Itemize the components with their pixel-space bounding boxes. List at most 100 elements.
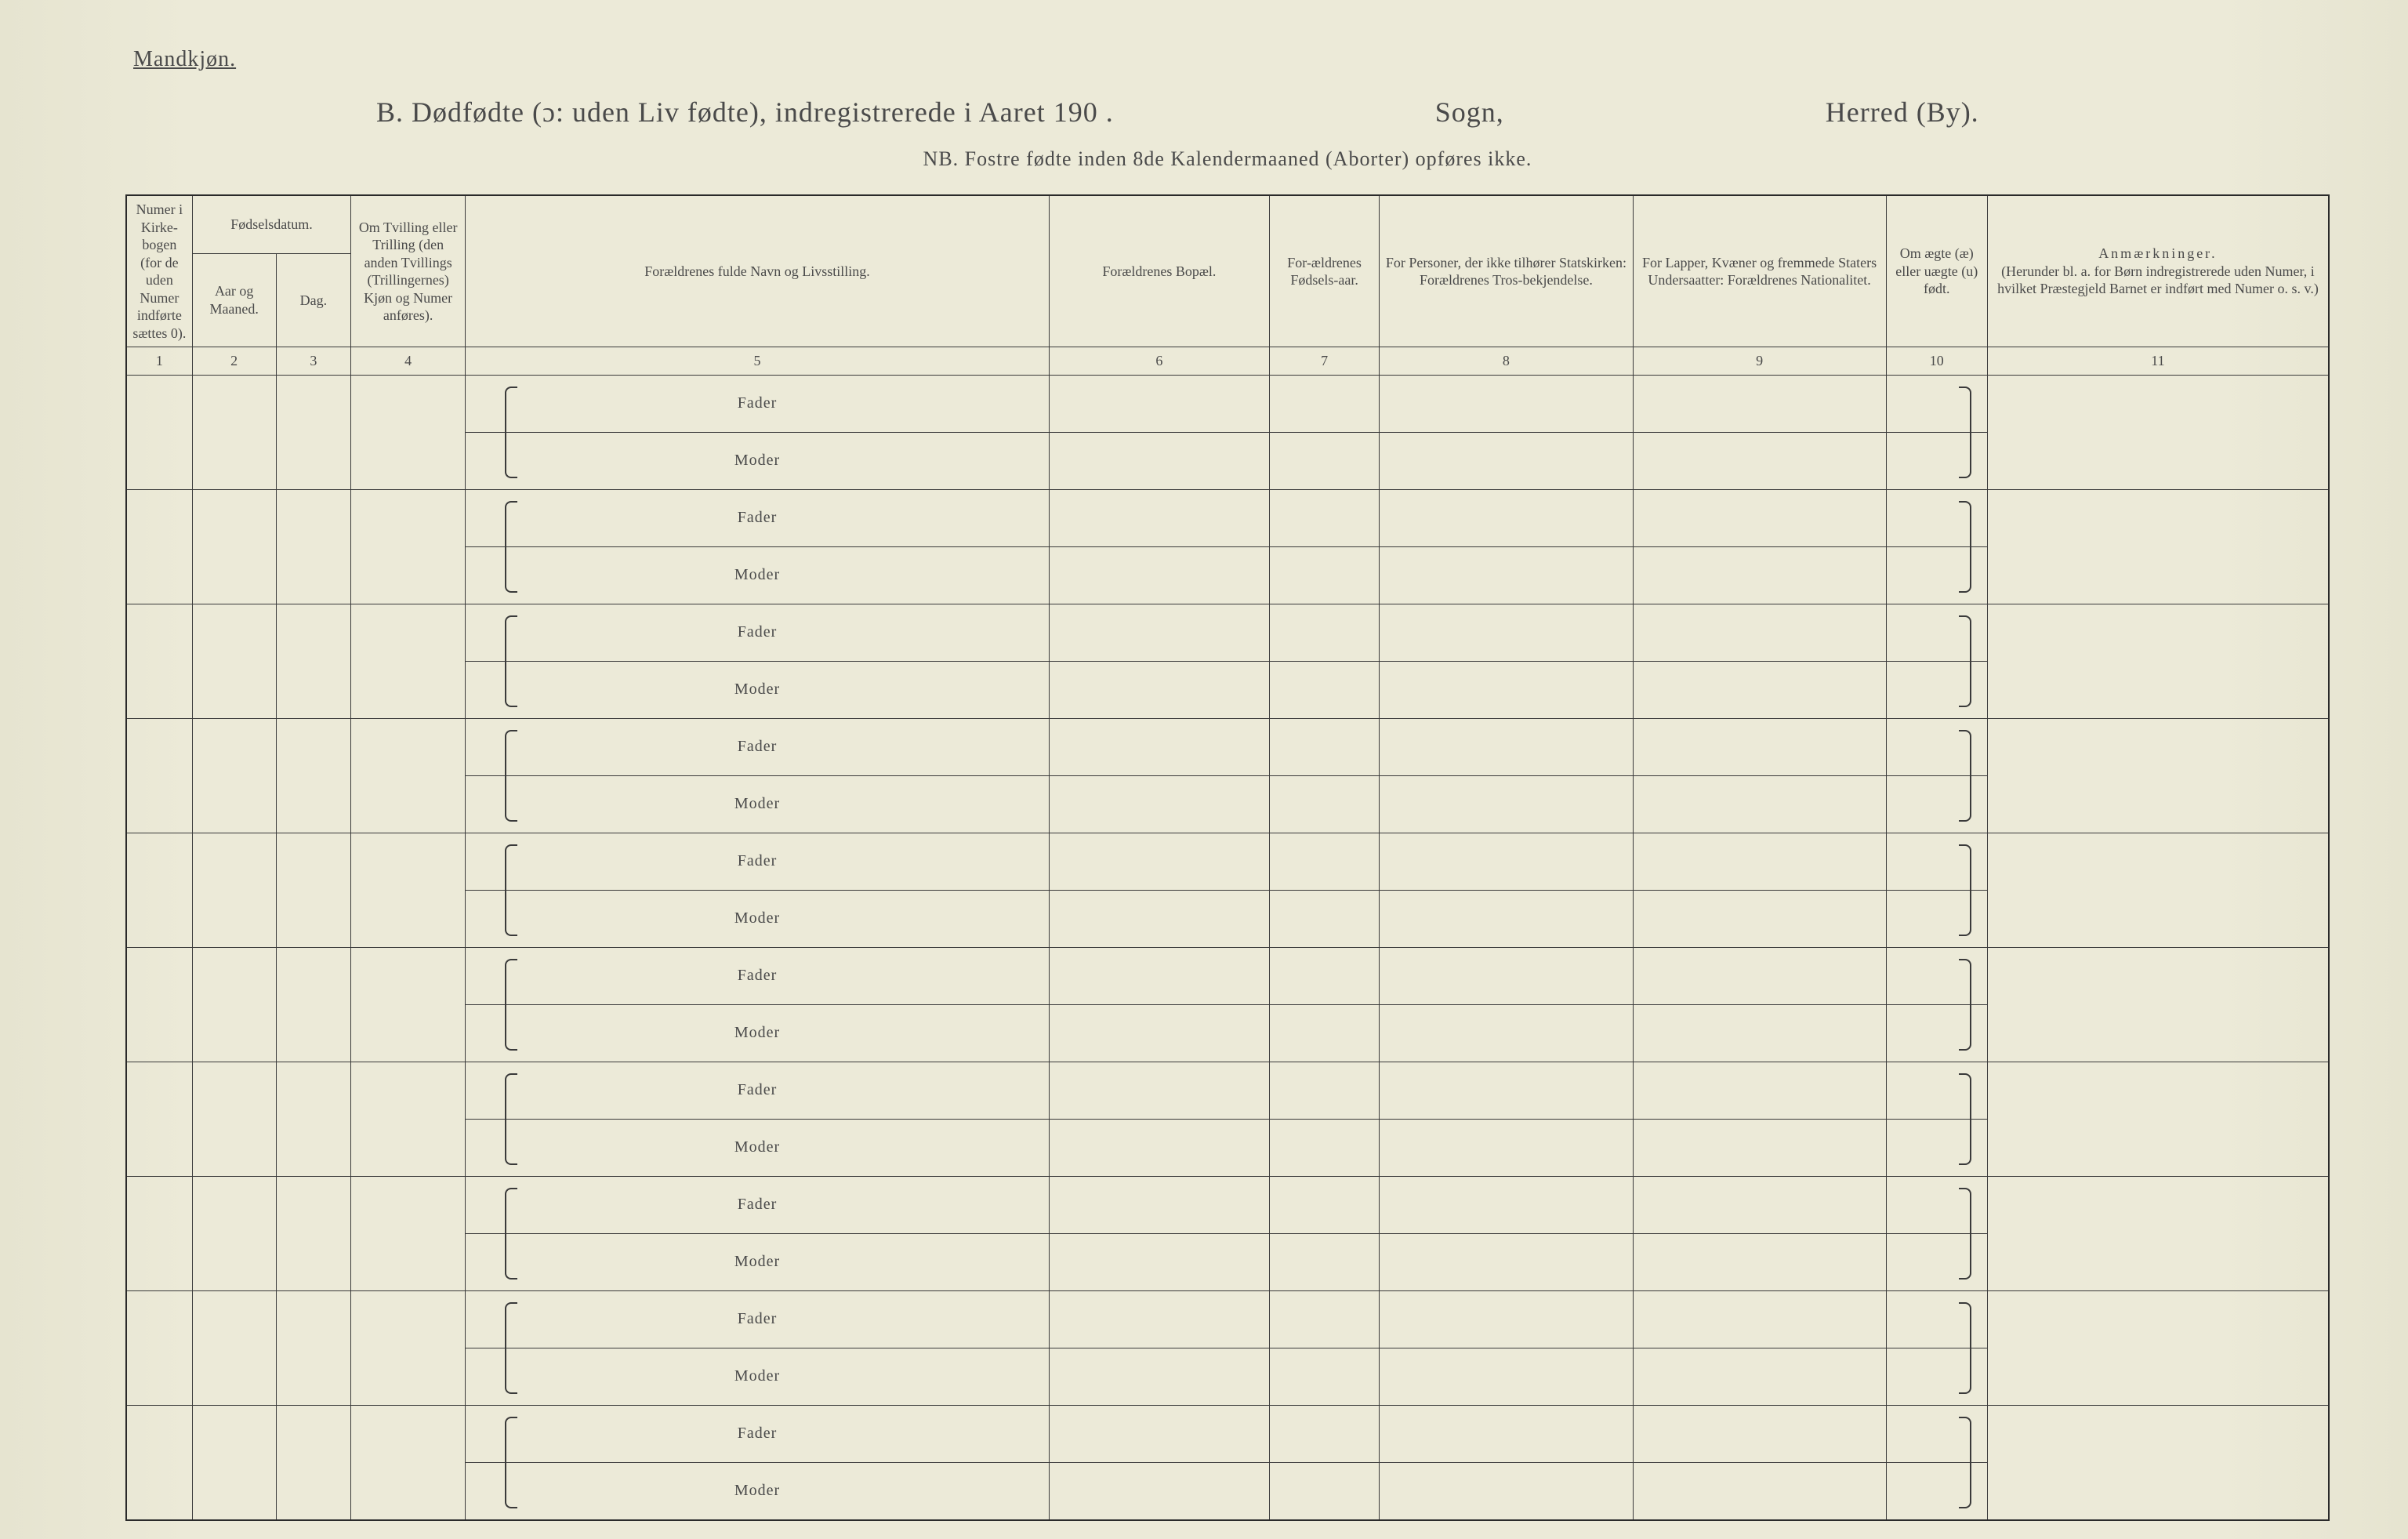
table-body: FaderModerFaderModerFaderModerFaderModer… bbox=[126, 375, 2329, 1520]
record-row-father: Fader bbox=[126, 1405, 2329, 1462]
empty-cell bbox=[192, 604, 276, 718]
empty-cell bbox=[1049, 833, 1269, 890]
column-number-row: 1 2 3 4 5 6 7 8 9 10 11 bbox=[126, 347, 2329, 376]
empty-cell bbox=[1380, 1062, 1633, 1119]
col-header-9: For Lapper, Kvæner og fremmede Staters U… bbox=[1633, 195, 1886, 347]
empty-cell bbox=[1269, 546, 1380, 604]
empty-cell bbox=[1380, 833, 1633, 890]
col-header-7: For-ældrenes Fødsels-aar. bbox=[1269, 195, 1380, 347]
legitimacy-cell bbox=[1886, 1233, 1987, 1290]
empty-cell bbox=[1049, 1176, 1269, 1233]
empty-cell bbox=[1633, 432, 1886, 489]
empty-cell bbox=[1049, 1462, 1269, 1520]
empty-cell bbox=[1049, 775, 1269, 833]
parent-name-father: Fader bbox=[466, 375, 1050, 432]
empty-cell bbox=[126, 833, 192, 947]
empty-cell bbox=[1049, 546, 1269, 604]
legitimacy-cell bbox=[1886, 661, 1987, 718]
col-header-11: Anmærkninger. (Herunder bl. a. for Børn … bbox=[1987, 195, 2329, 347]
empty-cell bbox=[1269, 604, 1380, 661]
legitimacy-cell bbox=[1886, 833, 1987, 890]
register-table: Numer i Kirke-bogen (for de uden Numer i… bbox=[125, 194, 2330, 1521]
empty-cell bbox=[1049, 890, 1269, 947]
empty-cell bbox=[1633, 1348, 1886, 1405]
remarks-cell bbox=[1987, 489, 2329, 604]
empty-cell bbox=[1633, 489, 1886, 546]
empty-cell bbox=[192, 718, 276, 833]
legitimacy-cell bbox=[1886, 375, 1987, 432]
empty-cell bbox=[1269, 1004, 1380, 1062]
empty-cell bbox=[1269, 1062, 1380, 1119]
empty-cell bbox=[1633, 775, 1886, 833]
parent-name-mother: Moder bbox=[466, 661, 1050, 718]
empty-cell bbox=[1049, 947, 1269, 1004]
empty-cell bbox=[351, 718, 466, 833]
empty-cell bbox=[1380, 375, 1633, 432]
empty-cell bbox=[1380, 718, 1633, 775]
col-header-3: Dag. bbox=[276, 253, 351, 347]
col-num: 4 bbox=[351, 347, 466, 376]
remarks-cell bbox=[1987, 1405, 2329, 1520]
parent-name-father: Fader bbox=[466, 1062, 1050, 1119]
col-header-11-title: Anmærkninger. bbox=[1993, 245, 2323, 263]
empty-cell bbox=[276, 1062, 351, 1176]
empty-cell bbox=[126, 1176, 192, 1290]
empty-cell bbox=[1380, 1462, 1633, 1520]
empty-cell bbox=[1380, 947, 1633, 1004]
legitimacy-cell bbox=[1886, 1348, 1987, 1405]
col-num: 6 bbox=[1049, 347, 1269, 376]
empty-cell bbox=[1269, 1290, 1380, 1348]
empty-cell bbox=[126, 375, 192, 489]
record-row-father: Fader bbox=[126, 833, 2329, 890]
legitimacy-cell bbox=[1886, 1290, 1987, 1348]
empty-cell bbox=[351, 1405, 466, 1520]
remarks-cell bbox=[1987, 833, 2329, 947]
empty-cell bbox=[276, 718, 351, 833]
empty-cell bbox=[1049, 661, 1269, 718]
empty-cell bbox=[126, 604, 192, 718]
empty-cell bbox=[1049, 432, 1269, 489]
legitimacy-cell bbox=[1886, 432, 1987, 489]
empty-cell bbox=[1269, 489, 1380, 546]
empty-cell bbox=[126, 1405, 192, 1520]
parent-name-father: Fader bbox=[466, 604, 1050, 661]
record-row-father: Fader bbox=[126, 375, 2329, 432]
empty-cell bbox=[1049, 1004, 1269, 1062]
record-row-father: Fader bbox=[126, 718, 2329, 775]
remarks-cell bbox=[1987, 604, 2329, 718]
record-row-father: Fader bbox=[126, 947, 2329, 1004]
empty-cell bbox=[192, 1062, 276, 1176]
col-header-5: Forældrenes fulde Navn og Livsstilling. bbox=[466, 195, 1050, 347]
empty-cell bbox=[1269, 833, 1380, 890]
record-row-father: Fader bbox=[126, 1290, 2329, 1348]
col-header-4: Om Tvilling eller Trilling (den anden Tv… bbox=[351, 195, 466, 347]
empty-cell bbox=[192, 1405, 276, 1520]
legitimacy-cell bbox=[1886, 947, 1987, 1004]
empty-cell bbox=[1633, 1004, 1886, 1062]
parent-name-father: Fader bbox=[466, 1176, 1050, 1233]
empty-cell bbox=[1633, 947, 1886, 1004]
table-header: Numer i Kirke-bogen (for de uden Numer i… bbox=[126, 195, 2329, 375]
empty-cell bbox=[276, 833, 351, 947]
empty-cell bbox=[1269, 1348, 1380, 1405]
empty-cell bbox=[1269, 1119, 1380, 1176]
empty-cell bbox=[1380, 1119, 1633, 1176]
col-header-6: Forældrenes Bopæl. bbox=[1049, 195, 1269, 347]
empty-cell bbox=[351, 1176, 466, 1290]
empty-cell bbox=[126, 489, 192, 604]
empty-cell bbox=[1380, 775, 1633, 833]
parent-name-mother: Moder bbox=[466, 1119, 1050, 1176]
parent-name-mother: Moder bbox=[466, 890, 1050, 947]
empty-cell bbox=[1380, 890, 1633, 947]
col-num: 7 bbox=[1269, 347, 1380, 376]
empty-cell bbox=[276, 1290, 351, 1405]
empty-cell bbox=[1269, 775, 1380, 833]
legitimacy-cell bbox=[1886, 1176, 1987, 1233]
legitimacy-cell bbox=[1886, 1004, 1987, 1062]
subtitle: NB. Fostre fødte inden 8de Kalendermaane… bbox=[125, 147, 2330, 171]
empty-cell bbox=[1049, 1405, 1269, 1462]
remarks-cell bbox=[1987, 947, 2329, 1062]
legitimacy-cell bbox=[1886, 775, 1987, 833]
empty-cell bbox=[1633, 890, 1886, 947]
parent-name-mother: Moder bbox=[466, 775, 1050, 833]
